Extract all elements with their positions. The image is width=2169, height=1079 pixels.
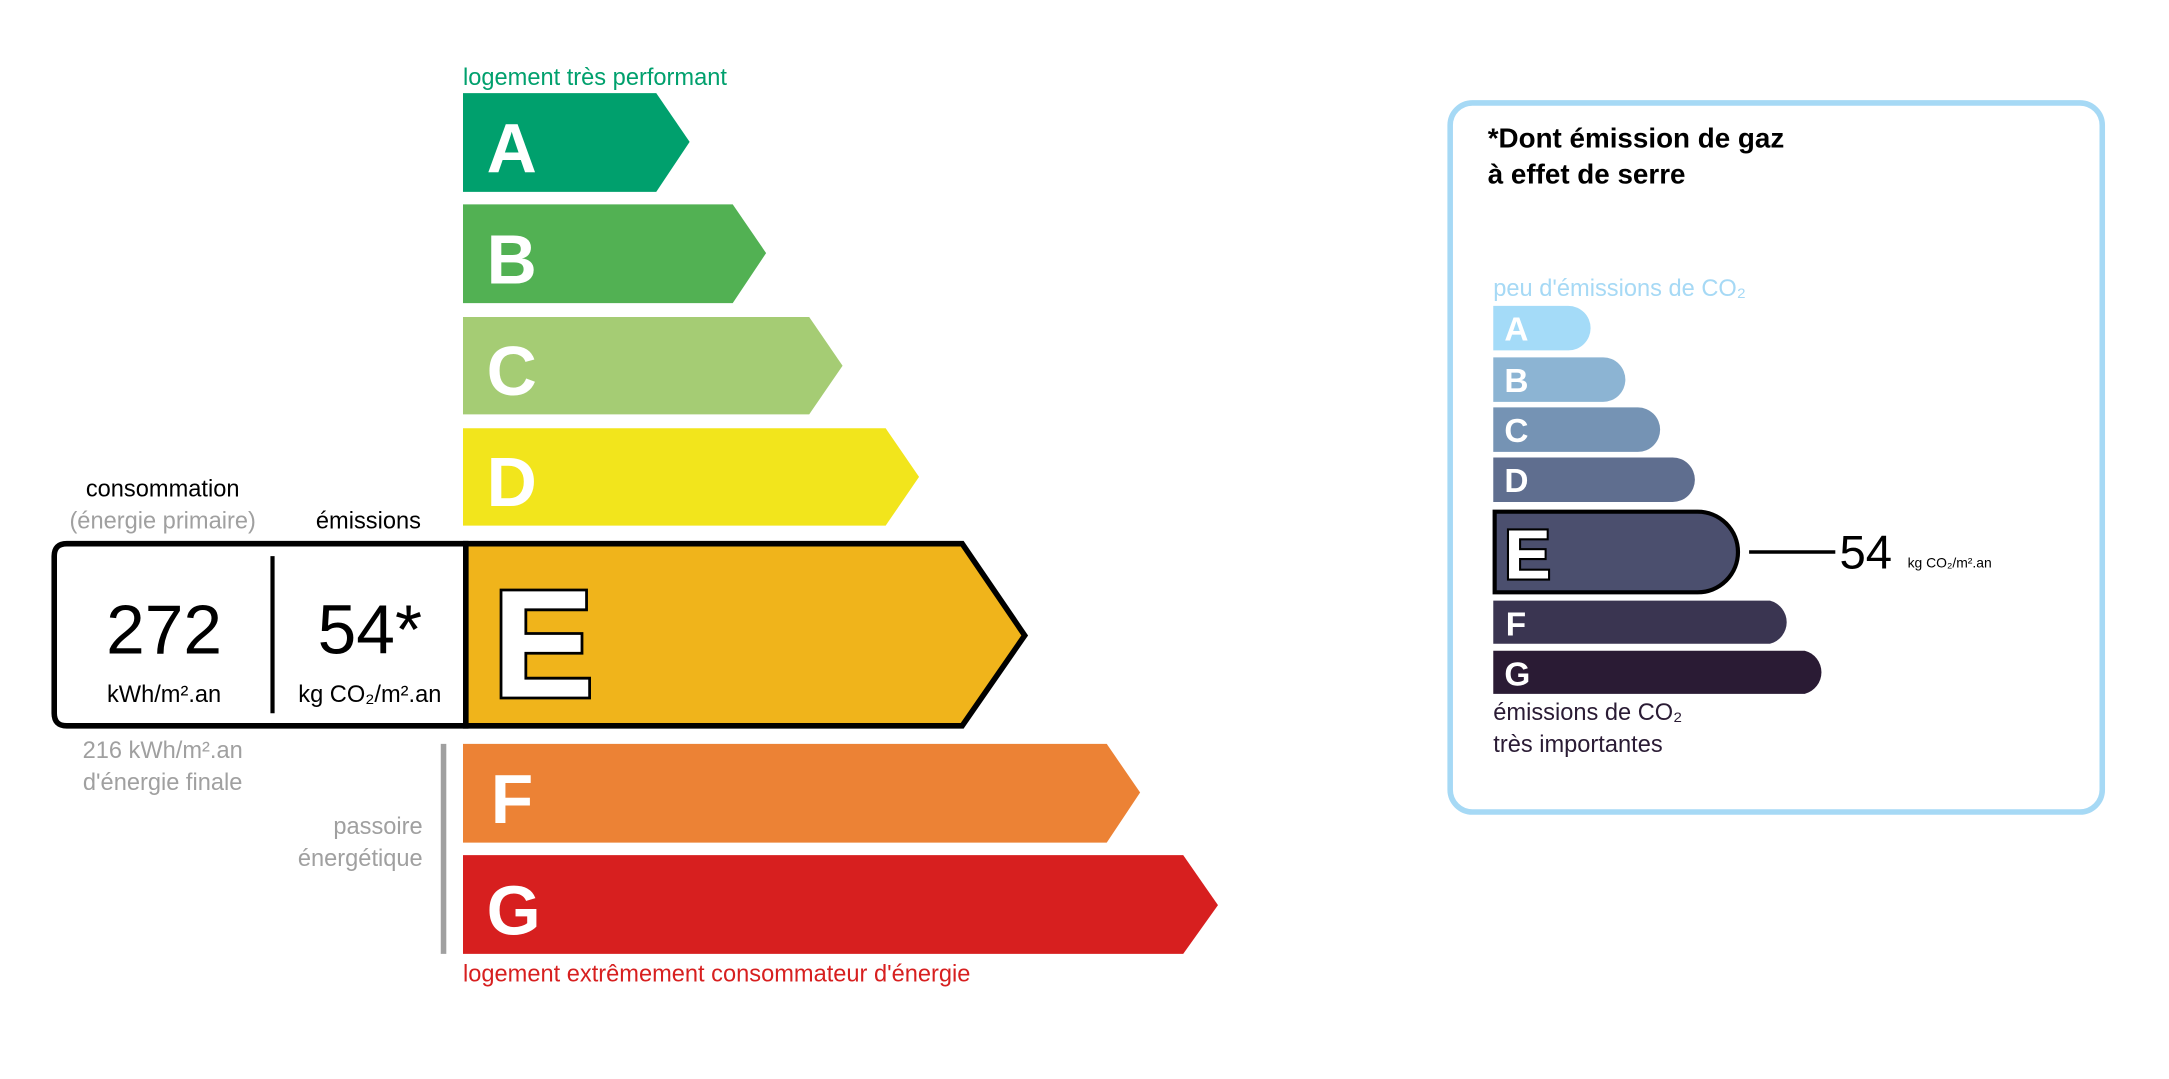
consumption-sub-label: (énergie primaire) (69, 508, 255, 534)
ges-unit: kg CO₂/m².an (1908, 554, 1992, 570)
ges-letter-b: B (1504, 363, 1528, 400)
energy-class-d: D (462, 428, 920, 526)
consumption-unit: kWh/m².an (107, 682, 221, 708)
ges-class-e-current: E 54 kg CO₂/m².an (1492, 509, 1992, 596)
emissions-value: 54* (318, 591, 422, 669)
ges-class-g: G (1493, 650, 1822, 694)
ges-title-line-1: *Dont émission de gaz (1488, 122, 1785, 153)
passoire-label-1: passoire (333, 814, 422, 840)
ges-letter-d: D (1504, 463, 1528, 500)
ges-letter-g: G (1504, 656, 1530, 693)
energy-class-b: B (462, 204, 767, 304)
ges-title-line-2: à effet de serre (1488, 159, 1686, 190)
consumption-label: consommation (86, 476, 240, 502)
ges-class-f: F (1493, 600, 1787, 644)
energy-bottom-label: logement extrêmement consommateur d'éner… (463, 962, 970, 988)
energy-class-c: C (462, 317, 843, 415)
energy-letter-e: E (492, 560, 594, 730)
ges-bottom-line-2: très importantes (1493, 732, 1662, 758)
ges-top-label: peu d'émissions de CO₂ (1493, 276, 1746, 302)
energy-class-g: G (462, 855, 1218, 954)
emissions-unit: kg CO₂/m².an (298, 682, 441, 708)
energy-letter-c: C (487, 332, 537, 410)
ges-letter-c: C (1504, 413, 1528, 450)
consumption-value: 272 (106, 591, 222, 669)
energy-letter-g: G (487, 871, 541, 949)
energy-class-f: F (462, 743, 1141, 843)
ges-letter-e: E (1504, 515, 1550, 593)
energy-class-a: A (462, 93, 690, 192)
ges-class-c: C (1493, 407, 1661, 452)
ges-class-d: D (1493, 457, 1695, 502)
energy-class-e-current: E 272 kWh/m².an 54* kg CO₂/m².an (51, 540, 1029, 732)
energy-letter-d: D (487, 443, 537, 521)
energy-top-label: logement très performant (463, 65, 727, 91)
ges-letter-a: A (1504, 312, 1528, 349)
ges-value: 54 (1839, 527, 1892, 580)
emissions-label: émissions (316, 508, 421, 534)
energy-letter-f: F (491, 760, 533, 838)
ges-class-b: B (1493, 357, 1626, 402)
energy-letter-a: A (487, 109, 537, 187)
passoire-label-2: énergétique (298, 846, 423, 872)
energy-letter-b: B (487, 221, 537, 299)
final-energy-value: 216 kWh/m².an (83, 738, 243, 764)
ges-class-a: A (1493, 305, 1591, 351)
final-energy-label: d'énergie finale (83, 770, 243, 796)
ges-bottom-line-1: émissions de CO₂ (1493, 700, 1682, 726)
ges-letter-f: F (1506, 606, 1526, 643)
